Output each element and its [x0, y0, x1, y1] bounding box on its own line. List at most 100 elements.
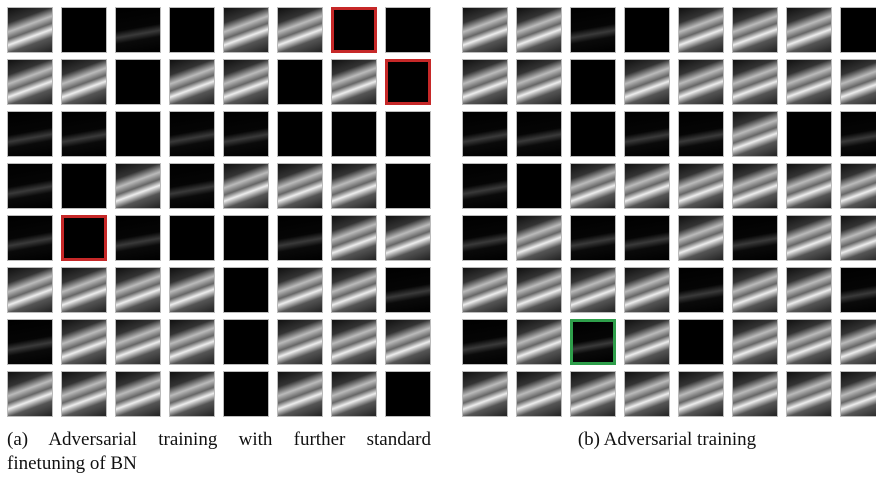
feature-map-tile — [385, 7, 431, 53]
feature-map-tile — [624, 59, 670, 105]
feature-map-tile — [277, 371, 323, 417]
feature-map-tile — [840, 111, 876, 157]
feature-map-tile — [169, 163, 215, 209]
feature-map-tile — [462, 319, 508, 365]
feature-map-tile — [385, 163, 431, 209]
feature-map-tile — [169, 215, 215, 261]
feature-map-tile — [678, 7, 724, 53]
feature-map-tile — [786, 111, 832, 157]
feature-map-tile — [732, 267, 778, 313]
feature-map-tile — [516, 163, 562, 209]
feature-map-tile — [7, 319, 53, 365]
feature-map-tile — [277, 163, 323, 209]
feature-map-tile — [331, 59, 377, 105]
feature-map-tile — [786, 371, 832, 417]
feature-map-tile — [678, 163, 724, 209]
feature-map-tile — [385, 267, 431, 313]
feature-map-tile — [624, 163, 670, 209]
feature-map-tile — [61, 267, 107, 313]
feature-map-tile — [786, 59, 832, 105]
feature-map-tile — [223, 215, 269, 261]
feature-map-tile — [115, 319, 161, 365]
feature-map-tile — [462, 371, 508, 417]
feature-map-tile — [516, 267, 562, 313]
feature-map-tile — [223, 371, 269, 417]
feature-map-tile — [624, 319, 670, 365]
feature-map-tile — [61, 215, 107, 261]
feature-map-tile — [169, 319, 215, 365]
feature-map-tile — [169, 111, 215, 157]
feature-map-tile — [786, 215, 832, 261]
feature-map-tile — [385, 215, 431, 261]
feature-map-tile — [115, 267, 161, 313]
feature-map-tile — [678, 59, 724, 105]
feature-map-tile — [331, 215, 377, 261]
feature-map-tile — [786, 267, 832, 313]
feature-map-tile — [61, 319, 107, 365]
feature-map-tile — [223, 319, 269, 365]
feature-map-tile — [516, 59, 562, 105]
feature-map-tile — [570, 7, 616, 53]
feature-map-tile — [732, 59, 778, 105]
feature-map-tile — [570, 163, 616, 209]
feature-map-tile — [678, 319, 724, 365]
feature-map-tile — [624, 267, 670, 313]
feature-map-tile — [277, 111, 323, 157]
feature-map-tile — [169, 59, 215, 105]
feature-map-tile — [61, 111, 107, 157]
feature-map-tile — [732, 163, 778, 209]
feature-map-tile — [840, 215, 876, 261]
feature-map-tile — [115, 111, 161, 157]
feature-map-tile — [840, 59, 876, 105]
feature-map-tile — [570, 111, 616, 157]
feature-map-tile — [516, 319, 562, 365]
feature-map-tile — [331, 111, 377, 157]
feature-map-tile — [169, 7, 215, 53]
feature-map-tile — [732, 111, 778, 157]
feature-map-tile — [7, 267, 53, 313]
feature-map-tile — [61, 371, 107, 417]
feature-map-tile — [516, 371, 562, 417]
feature-map-tile — [462, 7, 508, 53]
feature-map-tile — [732, 371, 778, 417]
feature-map-tile — [169, 267, 215, 313]
feature-map-tile — [516, 215, 562, 261]
feature-map-tile — [385, 319, 431, 365]
feature-map-tile — [678, 267, 724, 313]
feature-map-tile — [570, 267, 616, 313]
feature-map-tile — [223, 111, 269, 157]
feature-map-tile — [570, 59, 616, 105]
feature-map-tile — [7, 111, 53, 157]
feature-map-tile — [786, 163, 832, 209]
feature-map-tile — [277, 267, 323, 313]
feature-map-tile — [331, 319, 377, 365]
feature-map-tile — [516, 111, 562, 157]
feature-map-tile — [678, 371, 724, 417]
feature-map-tile — [624, 7, 670, 53]
feature-map-tile — [678, 111, 724, 157]
feature-map-tile — [840, 7, 876, 53]
feature-map-tile — [115, 215, 161, 261]
feature-map-tile — [277, 7, 323, 53]
feature-map-tile — [115, 7, 161, 53]
feature-map-tile — [7, 7, 53, 53]
feature-map-tile — [331, 163, 377, 209]
feature-map-tile — [840, 267, 876, 313]
feature-map-tile — [786, 7, 832, 53]
feature-map-tile — [840, 163, 876, 209]
feature-map-tile — [840, 319, 876, 365]
feature-map-tile — [462, 267, 508, 313]
feature-map-tile — [678, 215, 724, 261]
feature-map-tile — [61, 163, 107, 209]
feature-map-tile — [61, 7, 107, 53]
feature-map-tile — [169, 371, 215, 417]
feature-map-tile — [115, 371, 161, 417]
feature-map-tile — [570, 371, 616, 417]
feature-map-tile — [786, 319, 832, 365]
feature-map-tile — [624, 371, 670, 417]
subfigure-caption: (a) Adversarial training with further st… — [7, 428, 431, 476]
feature-map-tile — [570, 319, 616, 365]
feature-map-tile — [277, 319, 323, 365]
feature-map-tile — [732, 319, 778, 365]
feature-map-tile — [462, 163, 508, 209]
